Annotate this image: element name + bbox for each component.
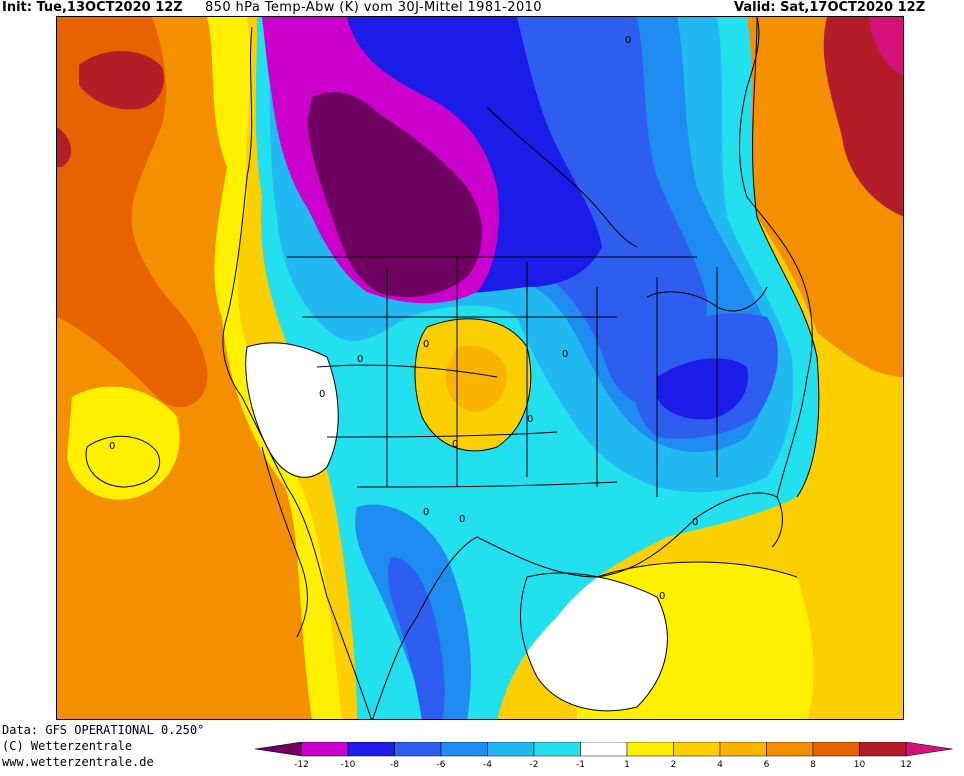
legend-swatch xyxy=(719,742,767,757)
legend-colorbar xyxy=(255,742,953,757)
canada-magenta-core xyxy=(869,17,903,76)
copyright: (C) Wetterzentrale xyxy=(2,739,133,753)
east-us-cool-core xyxy=(657,358,748,420)
legend-swatch xyxy=(766,742,814,757)
data-source: Data: GFS OPERATIONAL 0.250° xyxy=(2,723,205,737)
legend-swatch xyxy=(487,742,535,757)
legend-swatch xyxy=(533,742,581,757)
legend-tick-label: 12 xyxy=(900,760,912,770)
legend-tick-label: -6 xyxy=(436,760,446,770)
contour-label: 0 xyxy=(357,354,363,365)
contour-label: 0 xyxy=(659,591,665,602)
legend-swatch xyxy=(626,742,674,757)
legend-swatch xyxy=(301,742,349,757)
contour-label: 0 xyxy=(625,35,631,46)
map-header: Init: Tue,13OCT2020 12Z 850 hPa Temp-Abw… xyxy=(0,0,964,18)
legend-swatch xyxy=(347,742,395,757)
pacific-deep-orange xyxy=(57,17,208,407)
website-url: www.wetterzentrale.de xyxy=(2,755,154,769)
pacific-red-core-2 xyxy=(57,127,72,167)
map-title: 850 hPa Temp-Abw (K) vom 30J-Mittel 1981… xyxy=(205,0,542,15)
contour-label: 0 xyxy=(562,349,568,360)
plains-orange-core xyxy=(445,345,507,412)
legend-tick-label: -4 xyxy=(483,760,492,770)
zero-contours xyxy=(85,17,820,712)
near-zero-west xyxy=(245,342,339,478)
coastal-yellow-band xyxy=(207,17,342,719)
legend-tick-label: -1 xyxy=(576,760,585,770)
legend-swatch xyxy=(580,742,628,757)
legend-tick-label: -2 xyxy=(529,760,539,770)
legend-swatch xyxy=(440,742,488,757)
canada-purple-core xyxy=(307,92,482,297)
legend-tick-label: 2 xyxy=(670,760,677,770)
init-time: Init: Tue,13OCT2020 12Z xyxy=(2,0,183,15)
pacific-red-core xyxy=(79,51,165,110)
pacific-yellow-pocket xyxy=(67,386,180,500)
contour-label: 0 xyxy=(692,517,698,528)
map-canvas: 0 0 0 0 0 0 0 0 0 0 0 0 xyxy=(57,17,903,719)
legend-tick-label: 4 xyxy=(717,760,723,770)
contour-label: 0 xyxy=(423,339,429,350)
contour-label: 0 xyxy=(452,439,458,450)
coastlines xyxy=(222,17,813,719)
legend-swatch xyxy=(905,742,953,757)
legend-swatch xyxy=(859,742,907,757)
legend-tick-label: -12 xyxy=(294,760,309,770)
color-legend: -12 -10 -8 -6 -4 -2 -1 1 2 4 6 8 10 12 xyxy=(255,742,955,774)
mexico-cool-core xyxy=(387,557,445,719)
canada-red-core xyxy=(823,17,903,217)
legend-tick-label: 6 xyxy=(763,760,770,770)
contour-label: 0 xyxy=(109,441,115,452)
contour-label: 0 xyxy=(423,507,429,518)
legend-tick-label: 1 xyxy=(624,760,630,770)
legend-swatch xyxy=(255,742,302,757)
contour-value-labels: 0 0 0 0 0 0 0 0 0 0 0 0 xyxy=(109,35,698,602)
valid-time: Valid: Sat,17OCT2020 12Z xyxy=(734,0,926,15)
legend-swatch xyxy=(673,742,721,757)
legend-tick-label: -8 xyxy=(390,760,399,770)
temperature-anomaly-map: 0 0 0 0 0 0 0 0 0 0 0 0 xyxy=(56,16,904,720)
legend-swatch xyxy=(394,742,442,757)
legend-swatch xyxy=(812,742,860,757)
legend-tick-label: 10 xyxy=(853,760,866,770)
legend-tick-label: 8 xyxy=(810,760,816,770)
contour-label: 0 xyxy=(319,389,325,400)
legend-tick-label: -10 xyxy=(340,760,356,770)
contour-label: 0 xyxy=(459,514,465,525)
contour-label: 0 xyxy=(527,414,533,425)
